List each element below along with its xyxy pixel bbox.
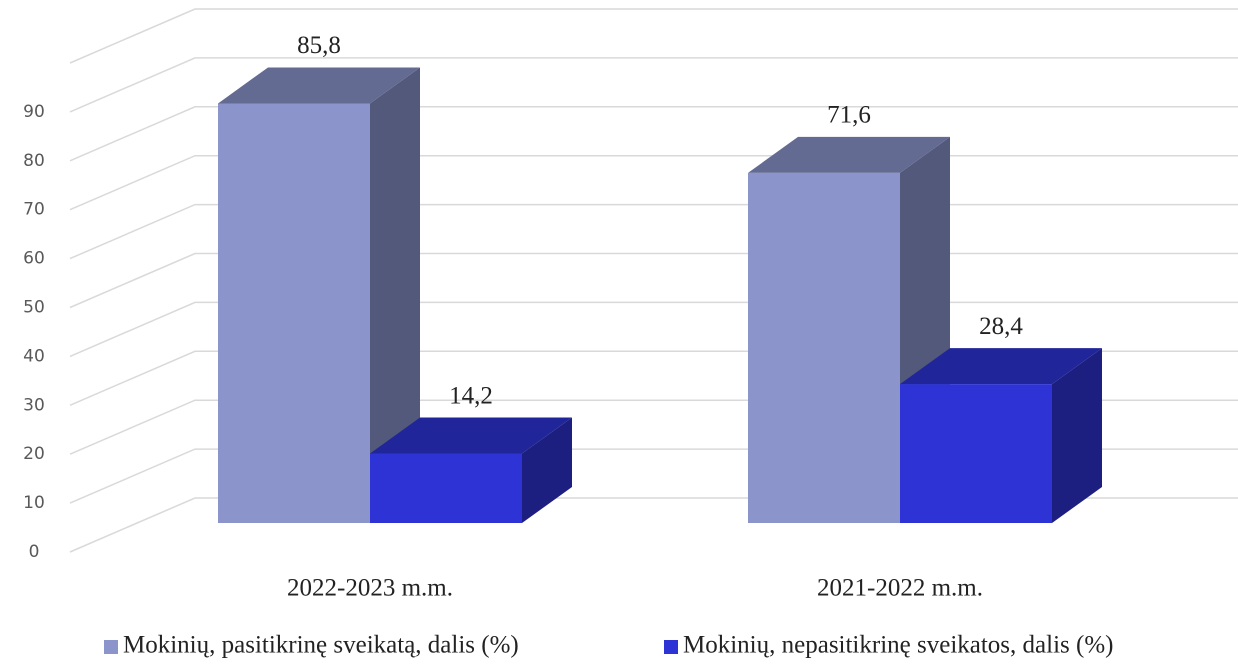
value-label: 14,2 — [449, 382, 493, 409]
y-tick-label: 70 — [23, 200, 45, 220]
bar-top — [218, 67, 420, 104]
bar-side — [522, 417, 572, 523]
grid-line — [69, 106, 1238, 162]
y-tick-label: 0 — [29, 542, 40, 562]
legend-label: Mokinių, nepasitikrinę sveikatos, dalis … — [683, 632, 1113, 659]
bar-side — [1052, 348, 1102, 523]
bar-top — [900, 348, 1102, 385]
bar-top — [370, 417, 572, 454]
y-tick-label: 40 — [23, 346, 45, 366]
x-tick-label: 2021-2022 m.m. — [817, 575, 983, 602]
y-tick-label: 30 — [23, 395, 45, 415]
y-tick-label: 20 — [23, 444, 45, 464]
bar — [218, 67, 420, 524]
y-tick-label: 60 — [23, 249, 45, 269]
grid-line — [69, 57, 1238, 113]
bar-front — [218, 103, 370, 524]
bar-front — [900, 384, 1052, 523]
legend-swatch — [104, 640, 118, 654]
bar — [370, 417, 572, 523]
y-tick-label: 90 — [23, 102, 45, 122]
legend-label: Mokinių, pasitikrinę sveikatą, dalis (%) — [123, 632, 519, 659]
y-tick-label: 50 — [23, 298, 45, 318]
bar-side — [370, 67, 420, 524]
bar-front — [370, 453, 522, 523]
legend-swatch — [664, 640, 678, 654]
value-label: 71,6 — [827, 102, 871, 129]
value-label: 85,8 — [297, 32, 341, 59]
bar — [900, 348, 1102, 523]
bar-top — [748, 136, 950, 173]
y-tick-label: 80 — [23, 151, 45, 171]
value-label: 28,4 — [979, 313, 1023, 340]
grid-line — [69, 8, 1238, 64]
y-tick-label: 10 — [23, 493, 45, 513]
bar-front — [748, 172, 900, 523]
x-tick-label: 2022-2023 m.m. — [287, 575, 453, 602]
